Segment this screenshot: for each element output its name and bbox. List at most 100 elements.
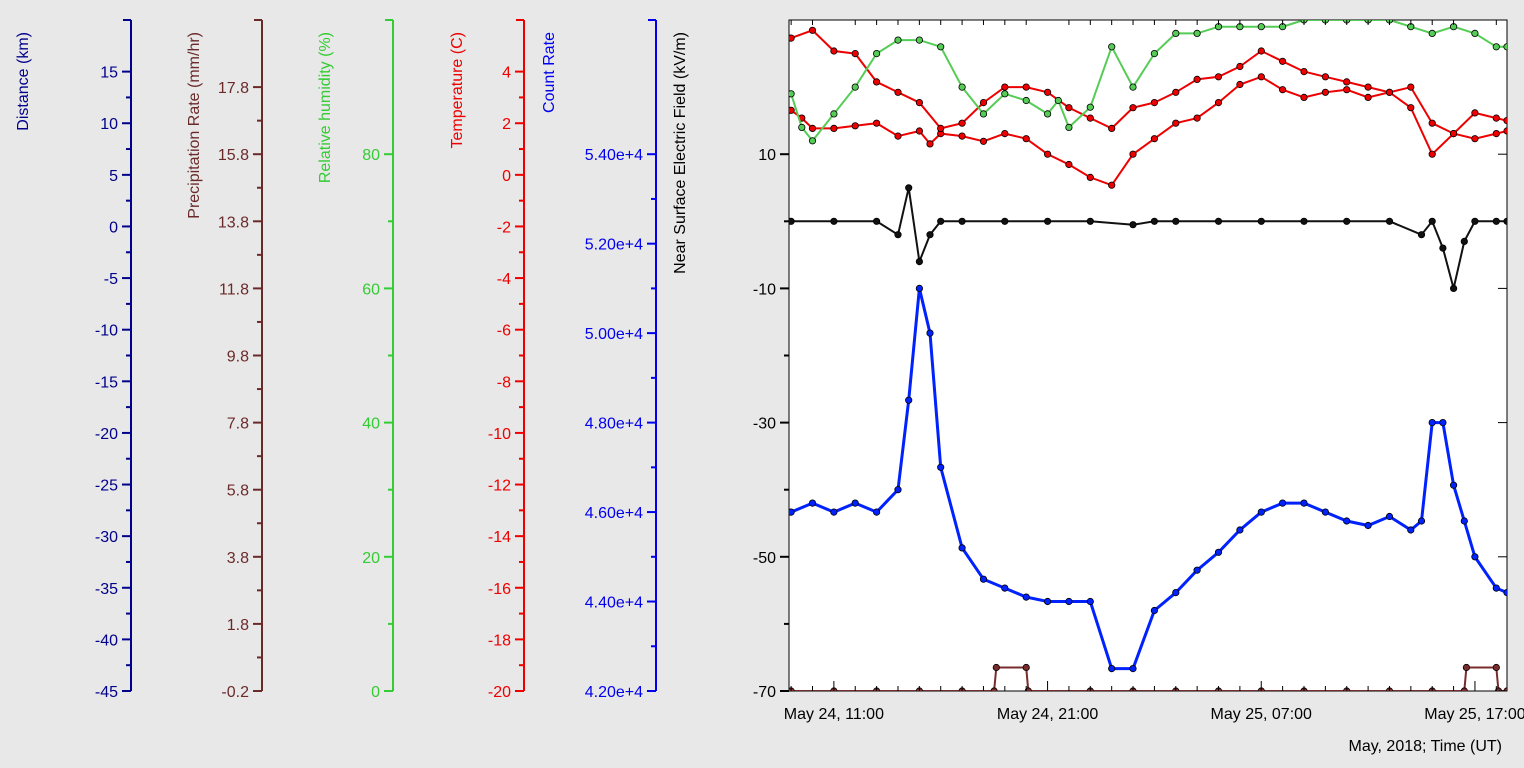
data-point [1214,73,1223,81]
data-point [1086,114,1094,122]
y-tick-label-temperature: -12 [488,478,511,495]
data-point [1279,499,1287,507]
data-point [992,663,1000,672]
data-point [1086,217,1094,225]
data-point [872,508,881,516]
data-point [1439,244,1447,252]
data-point [1172,119,1180,127]
y-axes: 151050-5-10-15-20-25-30-35-40-45Distance… [15,19,789,701]
data-point [1044,150,1052,158]
y-tick-label-precip: 11.8 [219,281,249,298]
data-point [1439,418,1447,427]
y-tick-label-humidity: 0 [371,684,380,701]
data-point [1471,29,1479,38]
data-point [1428,217,1436,225]
data-point [1108,664,1116,673]
data-point [1279,57,1287,65]
data-point [958,132,966,140]
data-point [851,499,859,507]
data-point [789,508,795,516]
y-tick-label-precip: 15.8 [218,147,249,164]
data-point [872,49,881,58]
data-point [1214,99,1223,107]
series-efield-3 [789,184,1507,292]
y-axis-label-efield: Near Surface Electric Field (kV/m) [672,32,689,274]
y-tick-label-temperature: 0 [502,168,511,185]
y-tick-label-humidity: 80 [362,147,380,164]
y-tick-label-count: 4.20e+4 [585,684,643,701]
data-point [1022,135,1030,143]
y-tick-label-temperature: -20 [488,684,511,701]
data-point [1321,73,1330,81]
series-line [791,187,1507,289]
data-point [1001,217,1009,225]
y-tick-label-distance: 5 [109,168,118,185]
y-tick-label-count: 5.00e+4 [585,326,643,343]
x-tick-label: May 24, 11:00 [784,706,884,723]
data-point [1428,150,1436,158]
data-point [830,508,838,516]
data-point [1257,73,1265,81]
y-tick-label-distance: -30 [95,529,118,546]
y-axis-precip: 17.8 15.8 13.8 11.8 9.8 7.8 5.8 3.8 1.8 -0.2 Preci… [186,19,263,701]
data-point [872,78,881,86]
y-tick-label-precip: 7.8 [227,416,249,433]
data-point [1450,481,1458,489]
y-axis-label-distance: Distance (km) [15,32,32,131]
data-point [872,119,881,127]
data-point [905,396,913,404]
data-point [798,123,806,132]
data-point [1150,606,1159,615]
series-line [790,288,1507,671]
x-axis-label: May, 2018; Time (UT) [1348,738,1502,755]
y-tick-label-distance: -5 [104,271,118,288]
y-tick-label-count: 4.40e+4 [585,595,643,612]
data-point [1065,160,1073,169]
data-point [894,486,902,494]
y-tick-label-efield: -30 [753,416,776,433]
y-axis-label-humidity: Relative humidity (%) [317,32,334,183]
data-point [1364,521,1372,530]
data-point [937,43,945,51]
y-tick-label-distance: -15 [95,374,118,391]
data-point [1065,123,1073,132]
y-tick-label-precip: -0.2 [221,684,249,701]
data-point [1022,663,1030,672]
data-point [851,49,859,58]
data-point [905,184,913,192]
data-point [1492,663,1500,672]
data-point [1460,687,1468,691]
y-tick-label-temperature: -18 [488,632,511,649]
data-point [958,217,966,225]
data-point [789,34,795,42]
data-point [1001,130,1009,138]
data-point [1022,593,1030,601]
y-axis-efield: 10 -10 -30 -50 -70 Near Surface Electric Fiel… [672,32,789,701]
data-point [937,217,945,225]
data-point [1214,217,1223,225]
data-point [1129,664,1137,673]
data-point [1417,231,1426,239]
data-point [1300,68,1308,76]
data-point [808,124,817,132]
data-point [958,119,966,127]
data-point [1086,597,1094,606]
y-tick-label-count: 5.40e+4 [585,147,643,164]
data-point [937,463,945,471]
data-point [958,83,966,91]
x-tick-label: May 25, 07:00 [1211,706,1313,723]
data-point [1343,517,1351,525]
data-point [915,127,924,135]
data-point [1503,127,1507,135]
data-point [1460,237,1468,245]
series-count-4 [789,284,1507,673]
y-axis-temperature: 4 2 0 -2 -4 -6 -8 -10 -12 -14 -16 -18 -20 Temperature… [449,19,525,701]
data-point [1086,103,1094,111]
data-point [1279,86,1287,94]
data-point [1343,78,1351,86]
data-point [808,499,817,507]
data-point [1172,29,1180,38]
data-point [937,124,945,132]
y-tick-label-distance: -40 [95,632,118,649]
y-tick-label-efield: -70 [753,684,776,701]
